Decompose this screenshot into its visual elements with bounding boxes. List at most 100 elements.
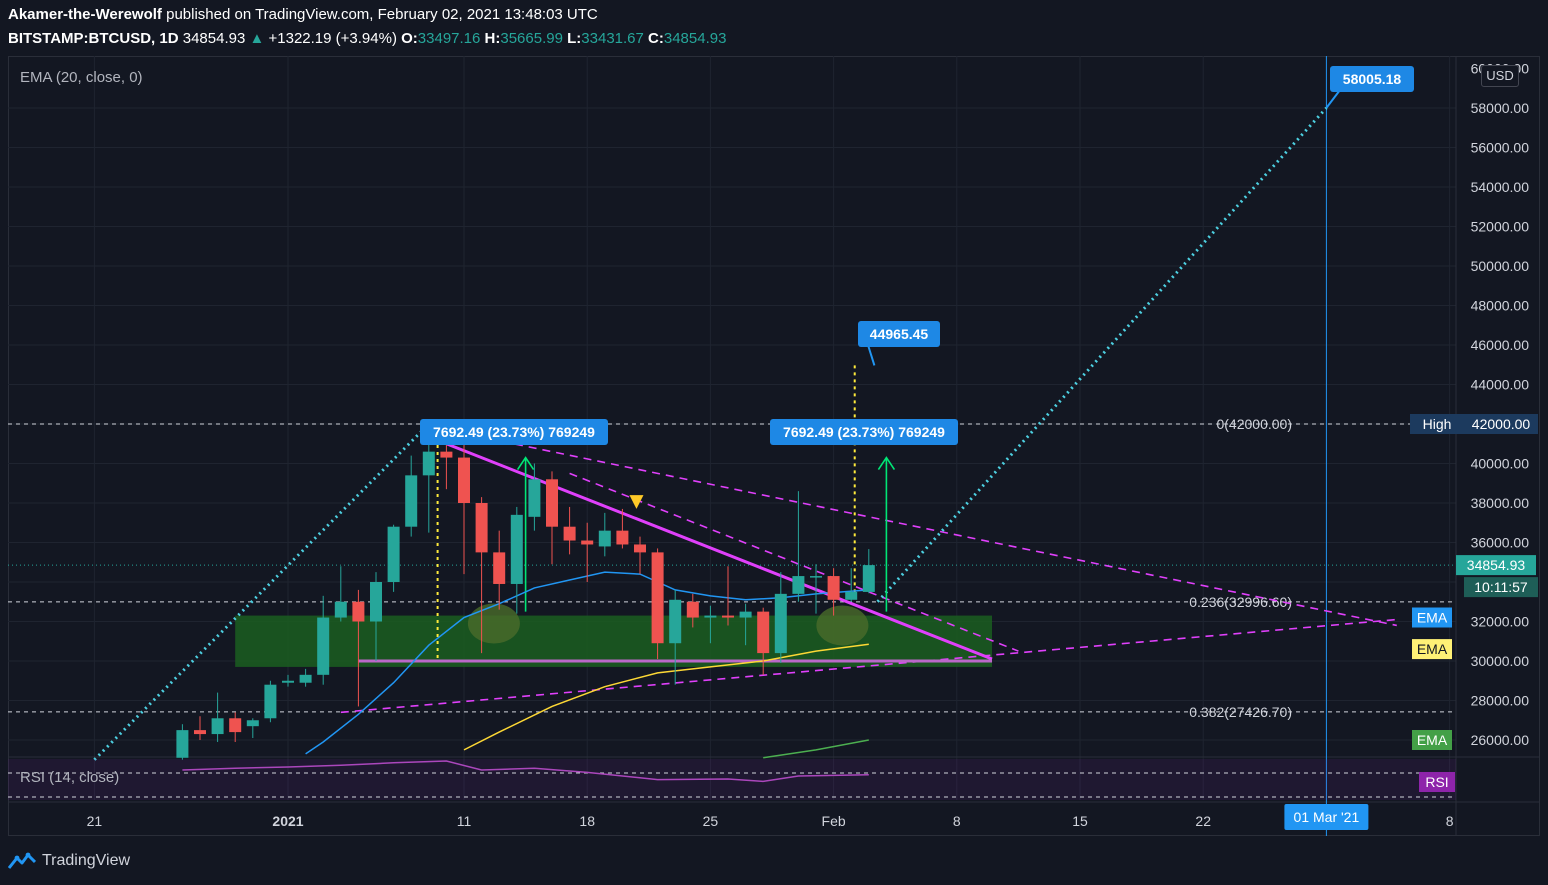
callout-box (770, 419, 958, 445)
candle-body (264, 684, 277, 719)
tradingview-branding[interactable]: TradingView (8, 852, 130, 870)
candle-body (704, 615, 717, 618)
tradingview-logo-icon (8, 852, 36, 869)
ema-20-line (305, 571, 869, 755)
callout-box (420, 419, 608, 445)
rsi-line (182, 760, 869, 783)
time-axis-label: 21 (87, 813, 103, 829)
close-value: 34854.93 (663, 30, 727, 47)
time-axis-label: 15 (1072, 813, 1088, 829)
price-chart[interactable]: 0(42000.00) 0.236(32996.60) 0.382(27426.70… (8, 56, 1540, 836)
price-axis-label: 54000.00 (1471, 179, 1530, 195)
candle-body (792, 576, 805, 594)
close-label: C: (648, 30, 664, 47)
candle-body (246, 720, 259, 727)
ema-50-line (463, 643, 869, 751)
projection-line (876, 106, 1328, 603)
candle-body (598, 530, 611, 547)
ema-20-badge-bg (1412, 607, 1452, 628)
candle-body (827, 576, 840, 600)
candle-body (282, 680, 294, 683)
up-arrow-icon: ▲ (249, 30, 265, 47)
published-text: published on TradingView.com, February 0… (161, 6, 598, 23)
candle-body (405, 475, 418, 527)
candle-body (299, 674, 312, 683)
ema-50-badge-bg (1412, 639, 1452, 660)
candle-body (211, 718, 224, 735)
time-axis-label: 2021 (272, 813, 303, 829)
price-axis-label: 32000.00 (1471, 614, 1530, 630)
rsi-badge: RSI (1425, 774, 1448, 790)
high-badge-value: 42000.00 (1472, 416, 1531, 432)
candle-body (616, 530, 629, 545)
ema-20-badge: EMA (1417, 610, 1448, 626)
price-axis-label: 44000.00 (1471, 377, 1530, 393)
price-axis-label: 38000.00 (1471, 495, 1530, 511)
candle-body (669, 599, 682, 644)
time-axis-label: 8 (953, 813, 961, 829)
countdown-badge: 10:11:57 (1474, 579, 1528, 595)
high-label: H: (484, 30, 501, 47)
candle-body (229, 718, 242, 733)
author-name[interactable]: Akamer-the-Werewolf (8, 6, 162, 23)
rsi-badge-bg (1419, 772, 1455, 792)
support-zone (235, 615, 992, 667)
callout-label: 7692.49 (23.73%) 769249 (783, 424, 945, 440)
candle-body (651, 552, 664, 644)
arrow-head-icon (516, 456, 535, 471)
fib-level-label: 0.382(27426.70) (1189, 704, 1292, 720)
time-axis-label: 18 (579, 813, 595, 829)
countdown-badge-bg (1464, 577, 1538, 598)
candle-body (317, 617, 330, 675)
price-axis-label: 36000.00 (1471, 535, 1530, 551)
callout-box (1330, 66, 1414, 92)
high-value: 35665.99 (500, 30, 563, 47)
ema-legend: EMA (20, close, 0) (20, 69, 143, 86)
signal-triangle-icon (629, 495, 644, 509)
ema-100-badge-bg (1412, 730, 1452, 750)
ema-100-line (763, 739, 869, 759)
candle-body (422, 451, 435, 476)
candle-body (845, 591, 858, 600)
tradingview-brand-text: TradingView (42, 852, 131, 869)
candle-body (440, 451, 453, 458)
price-axis-label: 50000.00 (1471, 258, 1530, 274)
callout-leader (1325, 89, 1341, 109)
low-label: L: (567, 30, 582, 47)
highlight-ellipse (816, 605, 869, 646)
fib-level-label: 0.236(32996.60) (1189, 594, 1292, 610)
high-badge-label-bg (1410, 414, 1464, 434)
time-axis-label: Feb (822, 813, 846, 829)
rsi-legend: RSI (14, close) (20, 769, 119, 786)
time-axis-label: 25 (703, 813, 719, 829)
highlight-ellipse (467, 603, 520, 644)
projection-line (93, 422, 430, 761)
open-label: O: (401, 30, 418, 47)
candle-body (176, 730, 189, 758)
current-price-badge-bg (1456, 555, 1536, 576)
wedge-dashed-line (569, 472, 1019, 652)
channel-lower-line (340, 618, 1397, 714)
candle-body (334, 601, 347, 618)
date-marker-badge (1284, 804, 1369, 830)
price-axis-label: 40000.00 (1471, 456, 1530, 472)
candle-body (722, 615, 734, 618)
arrow-head-icon (877, 456, 896, 471)
candle-body (546, 479, 558, 527)
candle-body (862, 565, 875, 592)
channel-upper-line (446, 429, 1397, 627)
candle-body (194, 730, 206, 735)
current-price-badge: 34854.93 (1467, 557, 1526, 573)
candle-body (563, 526, 576, 541)
high-badge-value-bg (1464, 414, 1538, 434)
price-axis-label: 58000.00 (1471, 100, 1530, 116)
callout-label: 44965.45 (870, 326, 929, 342)
price-axis-label: 28000.00 (1471, 693, 1530, 709)
candle-body (739, 611, 752, 618)
price-change: +1322.19 (+3.94%) (268, 30, 397, 47)
candle-body (757, 611, 770, 654)
symbol-label[interactable]: BITSTAMP:BTCUSD, 1D (8, 30, 179, 47)
currency-button[interactable]: USD (1481, 65, 1519, 87)
price-axis-label: 48000.00 (1471, 298, 1530, 314)
price-axis-label: 56000.00 (1471, 140, 1530, 156)
